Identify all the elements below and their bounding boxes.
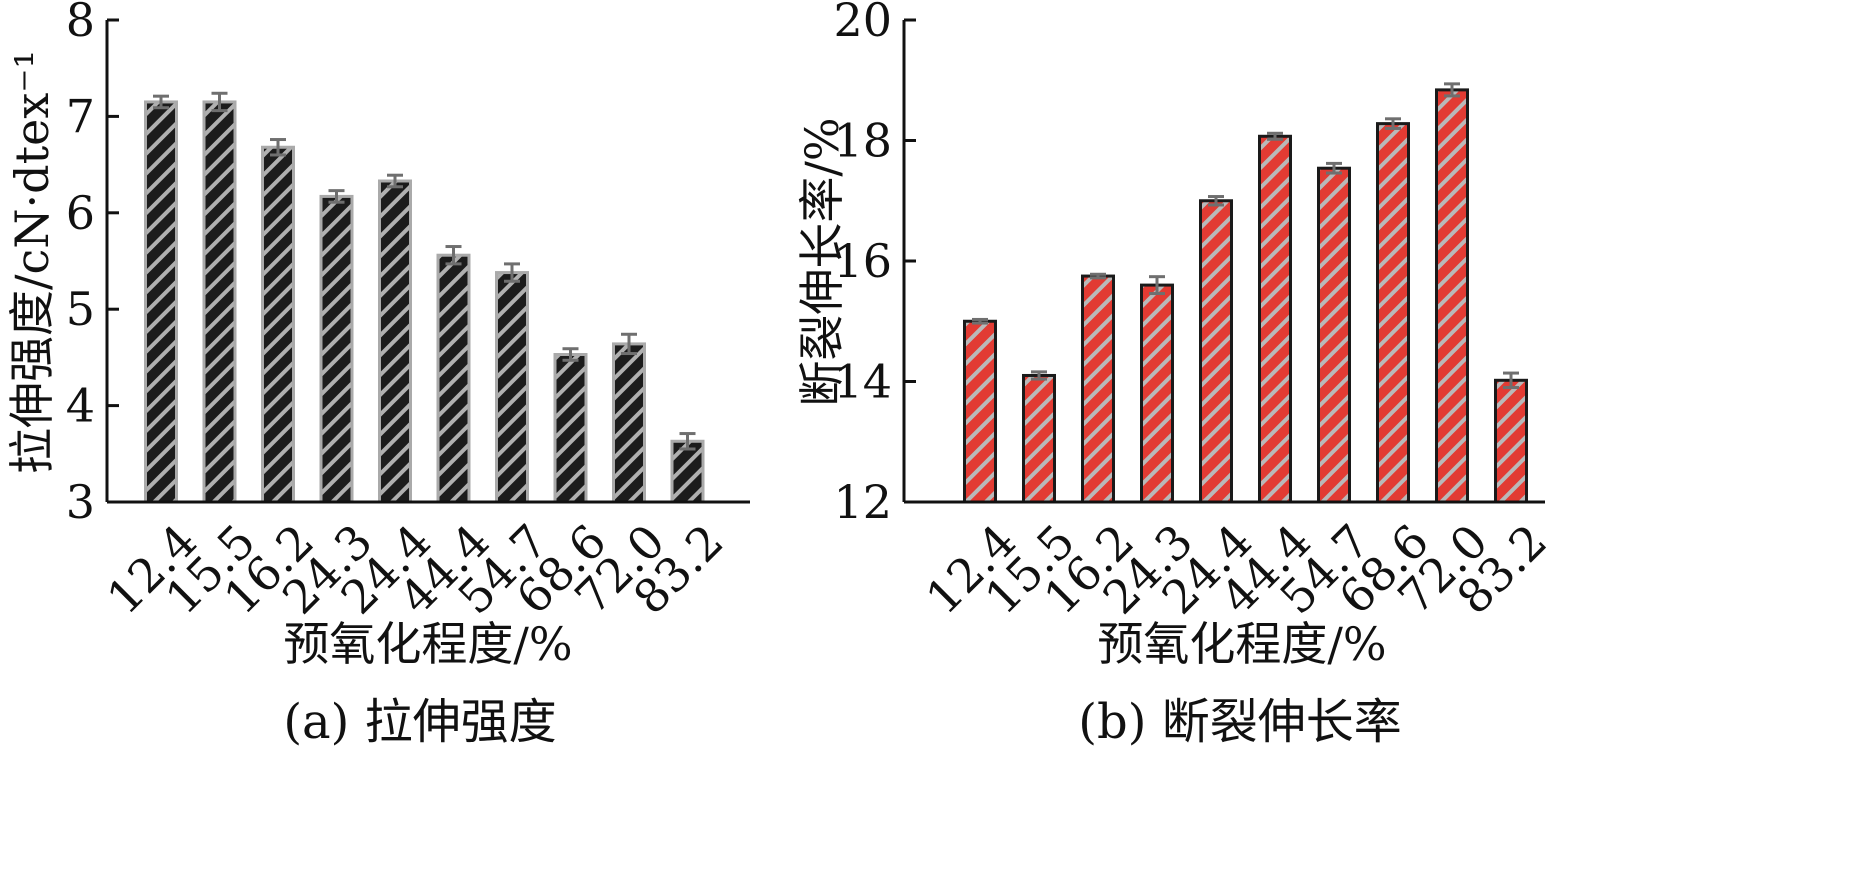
error-bar-24.4 <box>1208 195 1224 207</box>
chart-caption: (a) 拉伸强度 <box>283 694 556 750</box>
bar-15.5 <box>1022 373 1056 504</box>
error-bar-68.6 <box>1385 117 1401 130</box>
y-axis-ticks: 3 4 5 6 7 8 <box>66 0 119 529</box>
y-tick-label: 12 <box>833 475 892 529</box>
error-bars <box>972 82 1519 390</box>
bar-24.4 <box>378 179 412 504</box>
bar-44.4 <box>1258 134 1292 504</box>
error-bar-83.2 <box>679 432 696 451</box>
y-tick-label: 6 <box>66 186 95 240</box>
bar-16.2 <box>1081 274 1115 504</box>
bar-83.2 <box>1494 378 1528 504</box>
y-tick-label: 20 <box>833 0 892 47</box>
chart-panel-tensile-strength: 3 4 5 6 7 8 12.415.516.224.324.444.454.768.67… <box>5 0 750 750</box>
bar-series <box>144 100 705 504</box>
axes <box>105 20 750 504</box>
error-bar-12.4 <box>972 317 988 325</box>
bar-16.2 <box>261 145 295 504</box>
error-bar-15.5 <box>211 91 228 113</box>
error-bar-83.2 <box>1503 371 1519 390</box>
error-bar-16.2 <box>270 138 286 157</box>
error-bar-24.4 <box>387 173 403 189</box>
bar-72.0 <box>612 342 646 504</box>
bar-24.3 <box>319 194 354 504</box>
y-axis-ticks: 12 14 16 18 20 <box>833 0 916 529</box>
bar-series <box>963 88 1528 504</box>
y-axis-title: 拉伸强度/cN·dtex⁻¹ <box>5 50 59 474</box>
error-bar-12.4 <box>153 94 169 110</box>
error-bar-15.5 <box>1031 370 1047 381</box>
x-axis-ticks: 12.415.516.224.324.444.454.768.672.083.2 <box>97 514 734 625</box>
bar-44.4 <box>436 253 471 504</box>
error-bar-44.4 <box>445 245 462 266</box>
y-tick-label: 3 <box>66 475 95 529</box>
bar-72.0 <box>1435 88 1469 504</box>
bar-54.7 <box>495 271 529 504</box>
bar-54.7 <box>1317 166 1351 504</box>
x-axis-title: 预氧化程度/% <box>283 617 572 671</box>
error-bar-16.2 <box>1090 272 1106 280</box>
y-tick-label: 8 <box>66 0 95 47</box>
error-bar-24.3 <box>1149 275 1165 296</box>
chart-panel-elongation-at-break: 12 14 16 18 20 12.415.516.224.324.444.454.76… <box>795 0 1557 750</box>
y-axis-title: 断裂伸长率/% <box>795 117 849 406</box>
bar-24.3 <box>1140 283 1174 504</box>
y-tick-label: 16 <box>833 234 892 288</box>
y-tick-label: 14 <box>833 355 892 409</box>
x-axis-ticks: 12.415.516.224.324.444.454.768.672.083.2 <box>916 514 1558 625</box>
error-bars <box>153 91 696 451</box>
error-bar-54.7 <box>1326 161 1342 175</box>
y-tick-label: 5 <box>66 282 95 336</box>
y-tick-label: 4 <box>66 379 95 433</box>
error-bar-72.0 <box>1444 82 1460 98</box>
bar-24.4 <box>1199 199 1233 504</box>
bar-12.4 <box>144 100 178 504</box>
bar-15.5 <box>202 100 237 504</box>
y-tick-label: 18 <box>833 114 892 168</box>
chart-caption: (b) 断裂伸长率 <box>1078 694 1401 750</box>
error-bar-44.4 <box>1267 131 1283 141</box>
error-bar-68.6 <box>562 347 579 362</box>
x-axis-title: 预氧化程度/% <box>1097 617 1386 671</box>
error-bar-24.3 <box>328 189 345 204</box>
error-bar-72.0 <box>621 332 637 356</box>
y-tick-label: 7 <box>66 89 95 143</box>
error-bar-54.7 <box>504 262 520 283</box>
bar-68.6 <box>1376 122 1410 504</box>
bar-68.6 <box>553 353 588 504</box>
bar-12.4 <box>963 319 997 504</box>
